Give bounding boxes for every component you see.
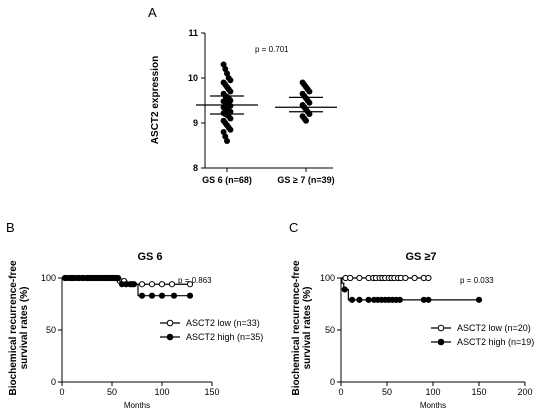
panel-b-censor-marker	[61, 274, 69, 282]
panel-a-data-point	[306, 111, 313, 117]
panel-a-y-tick-label: 8	[193, 163, 198, 173]
panel-a-data-point	[306, 99, 313, 106]
panel-c-y-tick-label: 0	[330, 377, 335, 387]
panel-a-data-point	[227, 88, 234, 95]
panel-b-y-tick-label: 100	[41, 273, 56, 283]
panel-a-x-tick-label: GS 6 (n=68)	[202, 175, 252, 185]
panel-c-censor-marker	[475, 296, 483, 303]
panel-b-legend-marker	[166, 333, 174, 341]
panel-c-x-tick-label: 200	[517, 387, 532, 397]
panel-c-censor-marker	[365, 296, 372, 303]
panel-c-x-tick-label: 150	[471, 387, 486, 397]
panel-c-censor-marker	[402, 274, 409, 282]
panel-b-censor-marker	[148, 292, 156, 299]
panel-a-y-tick-label: 10	[188, 73, 198, 83]
panel-c-censor-marker	[347, 274, 354, 282]
panel-b-x-tick-label: 150	[204, 387, 219, 397]
panel-a-data-point	[306, 88, 313, 95]
panel-c-censor-marker	[356, 296, 363, 303]
panel-c-y-axis-title: Biochemical recurrence-freesurvival rate…	[291, 260, 313, 396]
panel-c-y-tick-label: 100	[320, 273, 335, 283]
panel-a-data-point	[220, 129, 227, 135]
panel-a-data-point	[303, 117, 309, 124]
panel-b-p-value: p = 0.863	[178, 276, 212, 285]
panel-c-p-value: p = 0.033	[460, 276, 494, 285]
panel-b-title: GS 6	[137, 251, 162, 263]
panel-a-data-point	[227, 126, 234, 133]
panel-c-censor-marker	[341, 286, 348, 293]
panel-b-x-tick-label: 50	[107, 387, 117, 397]
panel-b-x-axis-title: Months	[124, 401, 150, 410]
panel-a-dot-plot: ASCT2 expression p = 0.701 8 9 10 11 GS 6 (n…	[150, 28, 337, 185]
panel-a-data-point	[227, 115, 234, 122]
panel-c-x-tick-label: 100	[425, 387, 440, 397]
panel-b-censor-marker	[130, 281, 138, 288]
panel-a-y-tick-label: 11	[188, 28, 198, 38]
panel-b-y-axis-title-line: Biochemical recurrence-free	[8, 260, 19, 396]
panel-c-title: GS ≥7	[405, 251, 436, 263]
panel-c-censor-marker	[411, 274, 418, 282]
panel-b-y-axis-title: Biochemical recurrence-freesurvival rate…	[8, 260, 30, 396]
panel-c-censor-marker	[425, 274, 432, 282]
panel-b-censor-marker	[158, 281, 166, 288]
panel-c-y-tick-label: 50	[325, 325, 335, 335]
panel-b-legend-label: ASCT2 low (n=33)	[186, 318, 260, 328]
panel-c-legend-label: ASCT2 low (n=20)	[457, 323, 531, 333]
panel-a-data-point	[227, 77, 234, 84]
panel-a-data-point	[224, 138, 230, 144]
panel-c-x-tick-label: 0	[338, 387, 343, 397]
panel-c-letter: C	[289, 220, 298, 235]
panel-b-censor-marker	[75, 274, 83, 282]
panel-a-data-point	[222, 133, 229, 140]
panel-a-y-axis-title: ASCT2 expression	[150, 56, 161, 144]
panel-c-censor-marker	[396, 296, 403, 303]
panel-a-x-tick-label: GS ≥ 7 (n=39)	[277, 175, 334, 185]
panel-c-censor-marker	[425, 296, 432, 303]
panel-a-letter: A	[148, 5, 157, 20]
panel-a-y-tick-label: 9	[193, 118, 198, 128]
panel-b-legend-label: ASCT2 high (n=35)	[186, 332, 263, 342]
panel-b-censor-marker	[148, 281, 156, 288]
panel-c-censor-marker	[356, 274, 363, 282]
panel-b-censor-marker	[158, 292, 166, 299]
panel-b-censor-marker	[168, 281, 176, 288]
panel-b-x-tick-label: 0	[59, 387, 64, 397]
panel-c-survival-curve	[341, 277, 479, 301]
panel-b-censor-marker	[186, 292, 194, 299]
panel-b-y-tick-label: 0	[51, 377, 56, 387]
panel-b-censor-marker	[114, 274, 122, 282]
panel-a-data-point	[220, 61, 227, 68]
panel-a-p-value: p = 0.701	[255, 45, 289, 54]
panel-b-y-axis-title-line: survival rates (%)	[19, 287, 30, 370]
panel-c-legend-marker	[437, 324, 445, 332]
panel-b-x-tick-label: 100	[154, 387, 169, 397]
panel-c-legend-label: ASCT2 high (n=19)	[457, 337, 534, 347]
panel-b-censor-marker	[170, 292, 178, 299]
panel-a-data-point	[222, 66, 229, 72]
panel-b-legend-marker	[166, 319, 174, 327]
panel-b-censor-marker	[138, 292, 146, 299]
panel-b-y-tick-label: 50	[46, 325, 56, 335]
panel-a-data-point	[224, 70, 230, 77]
panel-b-censor-marker	[186, 281, 194, 288]
panel-c-y-axis-title-line: Biochemical recurrence-free	[291, 260, 302, 396]
panel-b-censor-marker	[138, 281, 146, 288]
panel-c-km-plot: GS ≥7 Biochemical recurrence-freesurviva…	[291, 251, 534, 410]
panel-c-censor-marker	[348, 296, 356, 303]
panel-c-legend-marker	[437, 338, 445, 346]
panel-b-km-plot: GS 6 Biochemical recurrence-freesurvival…	[8, 251, 263, 410]
panel-b-censor-marker	[70, 274, 78, 282]
panel-c-x-axis-title: Months	[420, 401, 446, 410]
panel-c-x-tick-label: 50	[382, 387, 392, 397]
panel-c-y-axis-title-line: survival rates (%)	[302, 287, 313, 370]
panel-b-letter: B	[6, 220, 15, 235]
